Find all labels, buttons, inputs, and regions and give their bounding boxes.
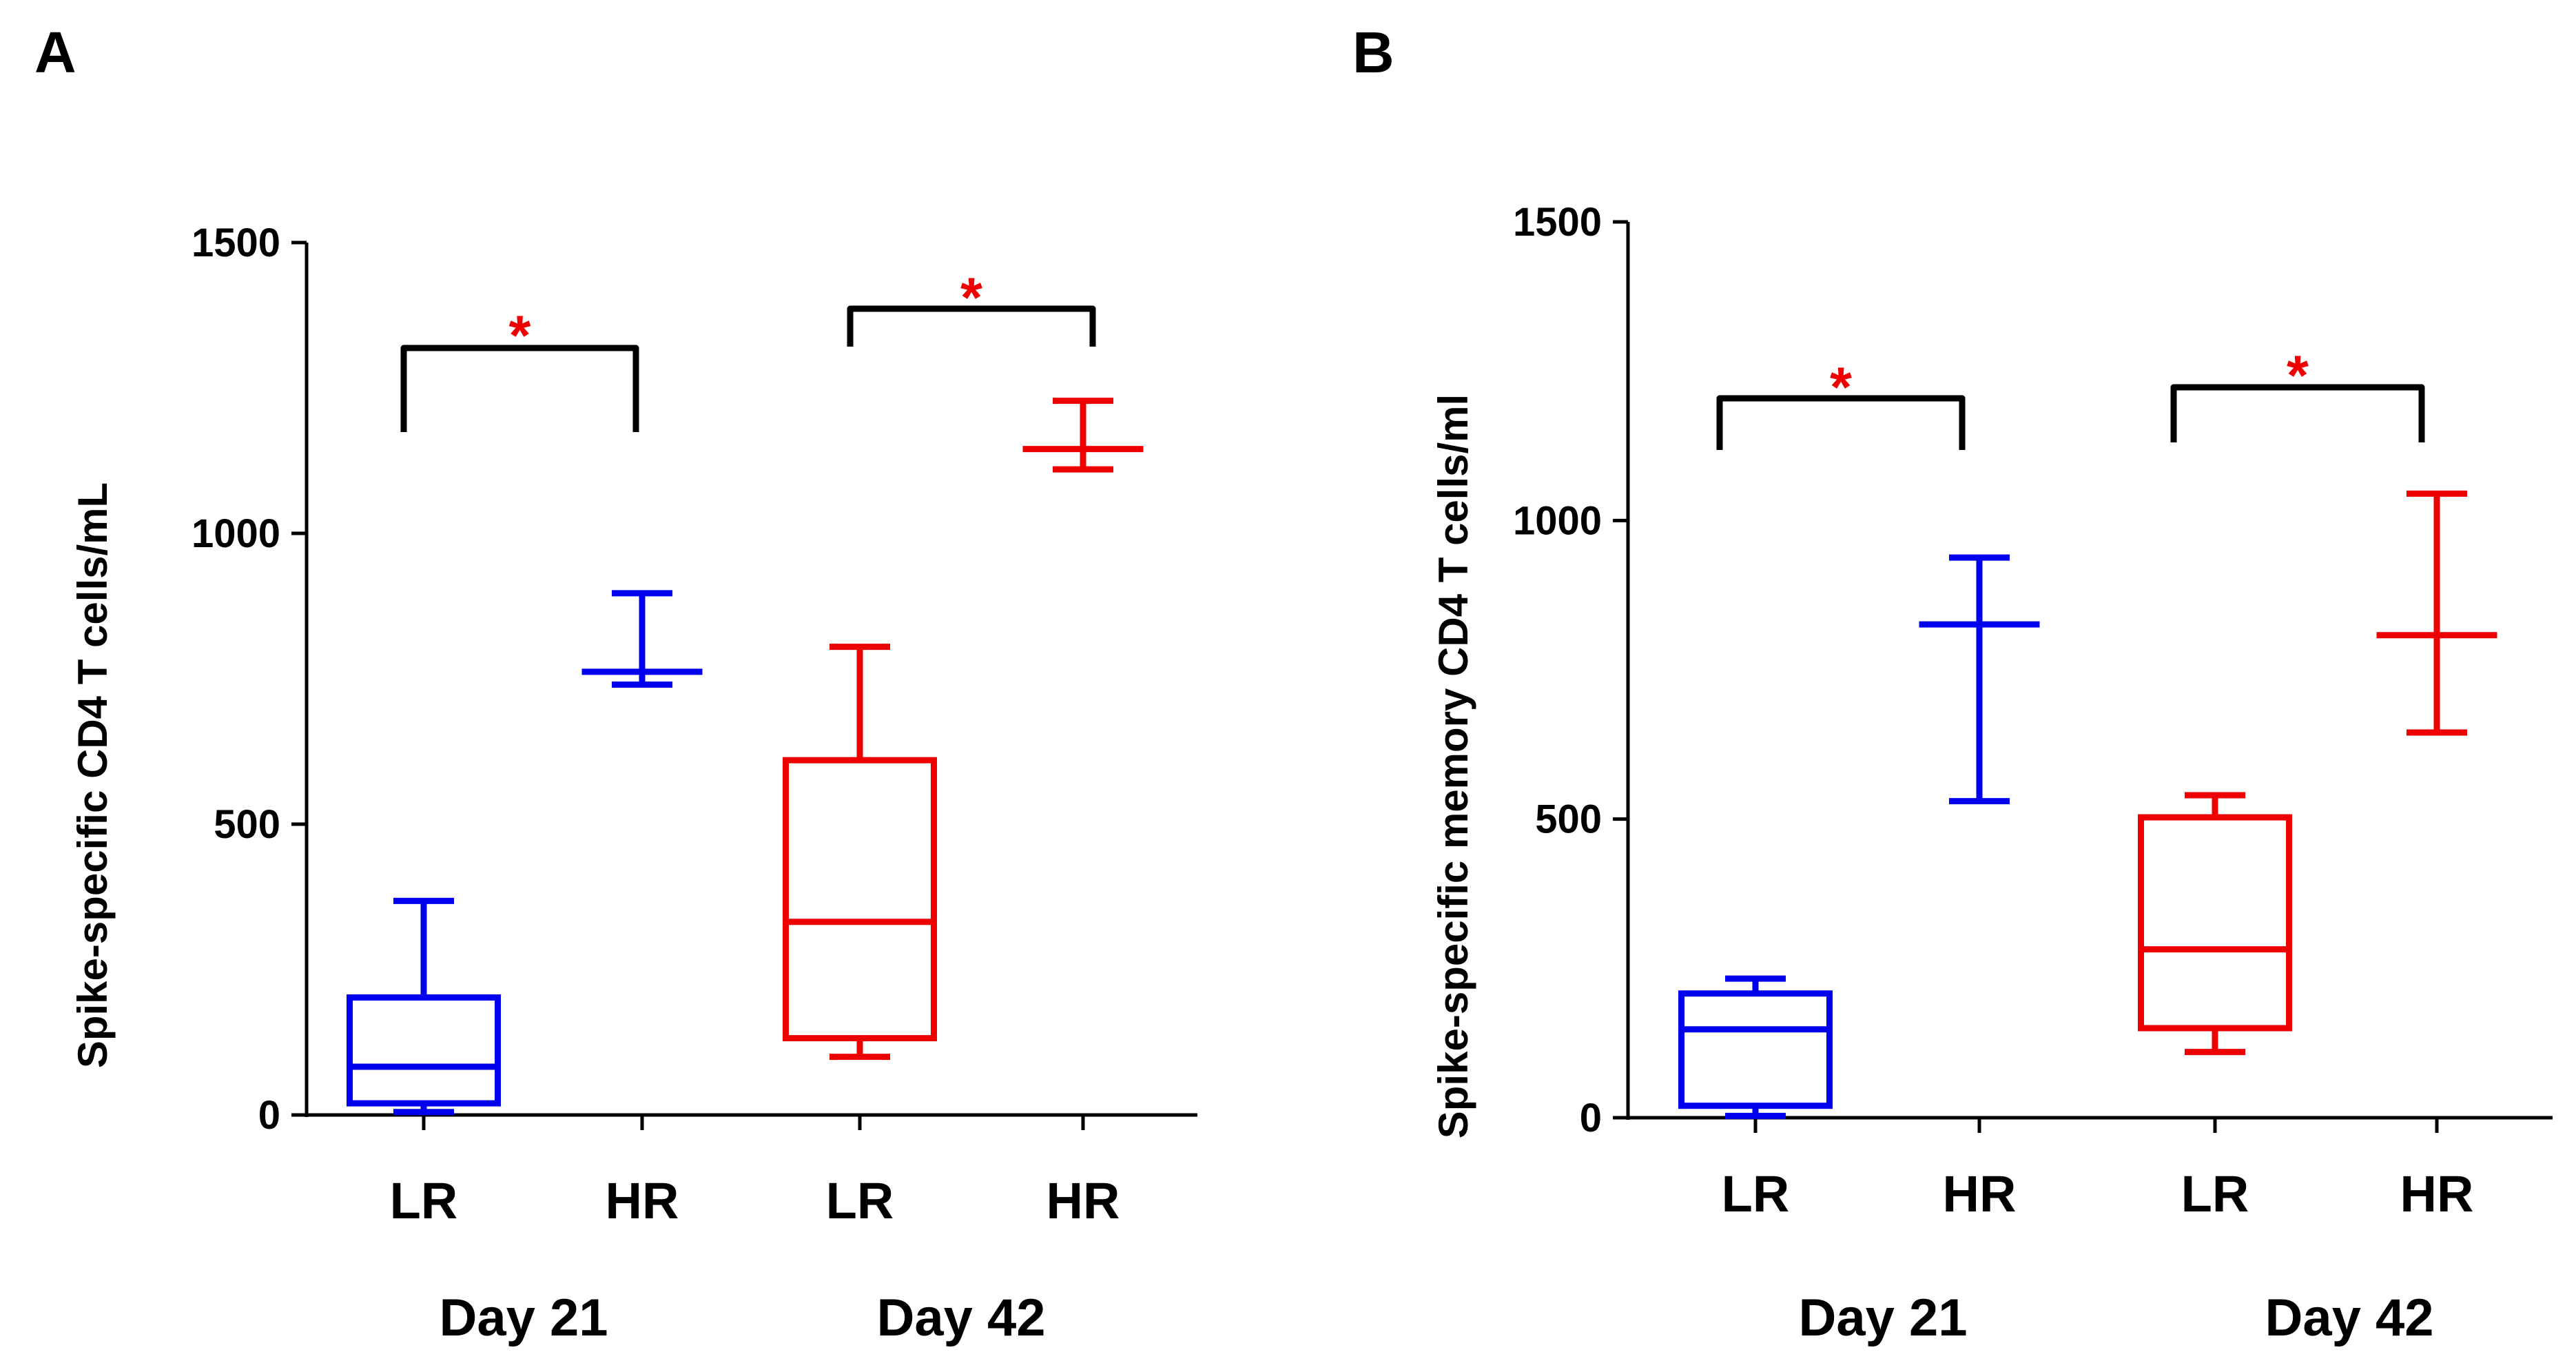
box-day-21-hr <box>1919 554 2040 805</box>
panel-a: A 0 500 1000 1500 LR HR Day 21 LR HR Day 42 Spike-s… <box>34 20 1197 1347</box>
iqr-box <box>2138 814 2292 1032</box>
x-group-label: Day 42 <box>876 1289 1045 1347</box>
x-category-label: HR <box>1943 1165 2017 1222</box>
significance-star: * <box>1830 356 1852 419</box>
panel-letter: B <box>1352 20 1394 85</box>
y-tick-label: 0 <box>1580 1096 1602 1140</box>
x-category-label: LR <box>390 1172 458 1229</box>
iqr-box <box>783 757 937 1042</box>
y-tick-label: 1500 <box>192 221 280 265</box>
box-day-42-lr <box>783 644 937 1061</box>
y-tick-label: 0 <box>258 1093 280 1138</box>
x-group-label: Day 21 <box>439 1289 608 1347</box>
x-category-label: LR <box>826 1172 894 1229</box>
panel-letter: A <box>34 20 76 85</box>
significance-star: * <box>2287 345 2309 407</box>
x-category-label: HR <box>2400 1165 2474 1222</box>
y-tick-label: 1000 <box>1513 498 1602 543</box>
box-day-21-hr <box>581 590 703 688</box>
y-tick-label: 1000 <box>192 511 280 556</box>
box-day-21-lr <box>1678 975 1833 1119</box>
box-day-42-hr <box>1022 398 1144 473</box>
significance-bracket: * <box>847 267 1096 347</box>
x-category-label: LR <box>2181 1165 2249 1222</box>
y-tick-label: 500 <box>1535 797 1602 842</box>
y-tick-label: 1500 <box>1513 200 1602 245</box>
significance-star: * <box>509 305 531 367</box>
significance-star: * <box>960 267 982 329</box>
bracket-line <box>1716 395 1966 450</box>
iqr-box <box>1678 990 1833 1109</box>
x-group-label: Day 42 <box>2265 1289 2433 1347</box>
iqr-box <box>347 994 501 1107</box>
y-axis-title: Spike-specific CD4 T cells/mL <box>70 482 116 1068</box>
significance-bracket: * <box>1716 356 1966 450</box>
x-category-label: HR <box>606 1172 679 1229</box>
x-category-label: HR <box>1047 1172 1120 1229</box>
y-axis-title: Spike-specific memory CD4 T cells/ml <box>1430 394 1476 1138</box>
panel-b: B 0 500 1000 1500 LR HR Day 21 LR HR Day 42 Spike-s… <box>1352 20 2553 1347</box>
box-day-42-hr <box>2376 490 2497 736</box>
bracket-line <box>2170 384 2425 442</box>
x-group-label: Day 21 <box>1798 1289 1967 1347</box>
y-tick-label: 500 <box>214 802 280 847</box>
bracket-line <box>400 345 639 432</box>
bracket-line <box>847 305 1096 347</box>
significance-bracket: * <box>2170 345 2425 442</box>
significance-bracket: * <box>400 305 639 432</box>
box-day-21-lr <box>347 897 501 1116</box>
box-day-42-lr <box>2138 792 2292 1056</box>
x-category-label: LR <box>1722 1165 1790 1222</box>
